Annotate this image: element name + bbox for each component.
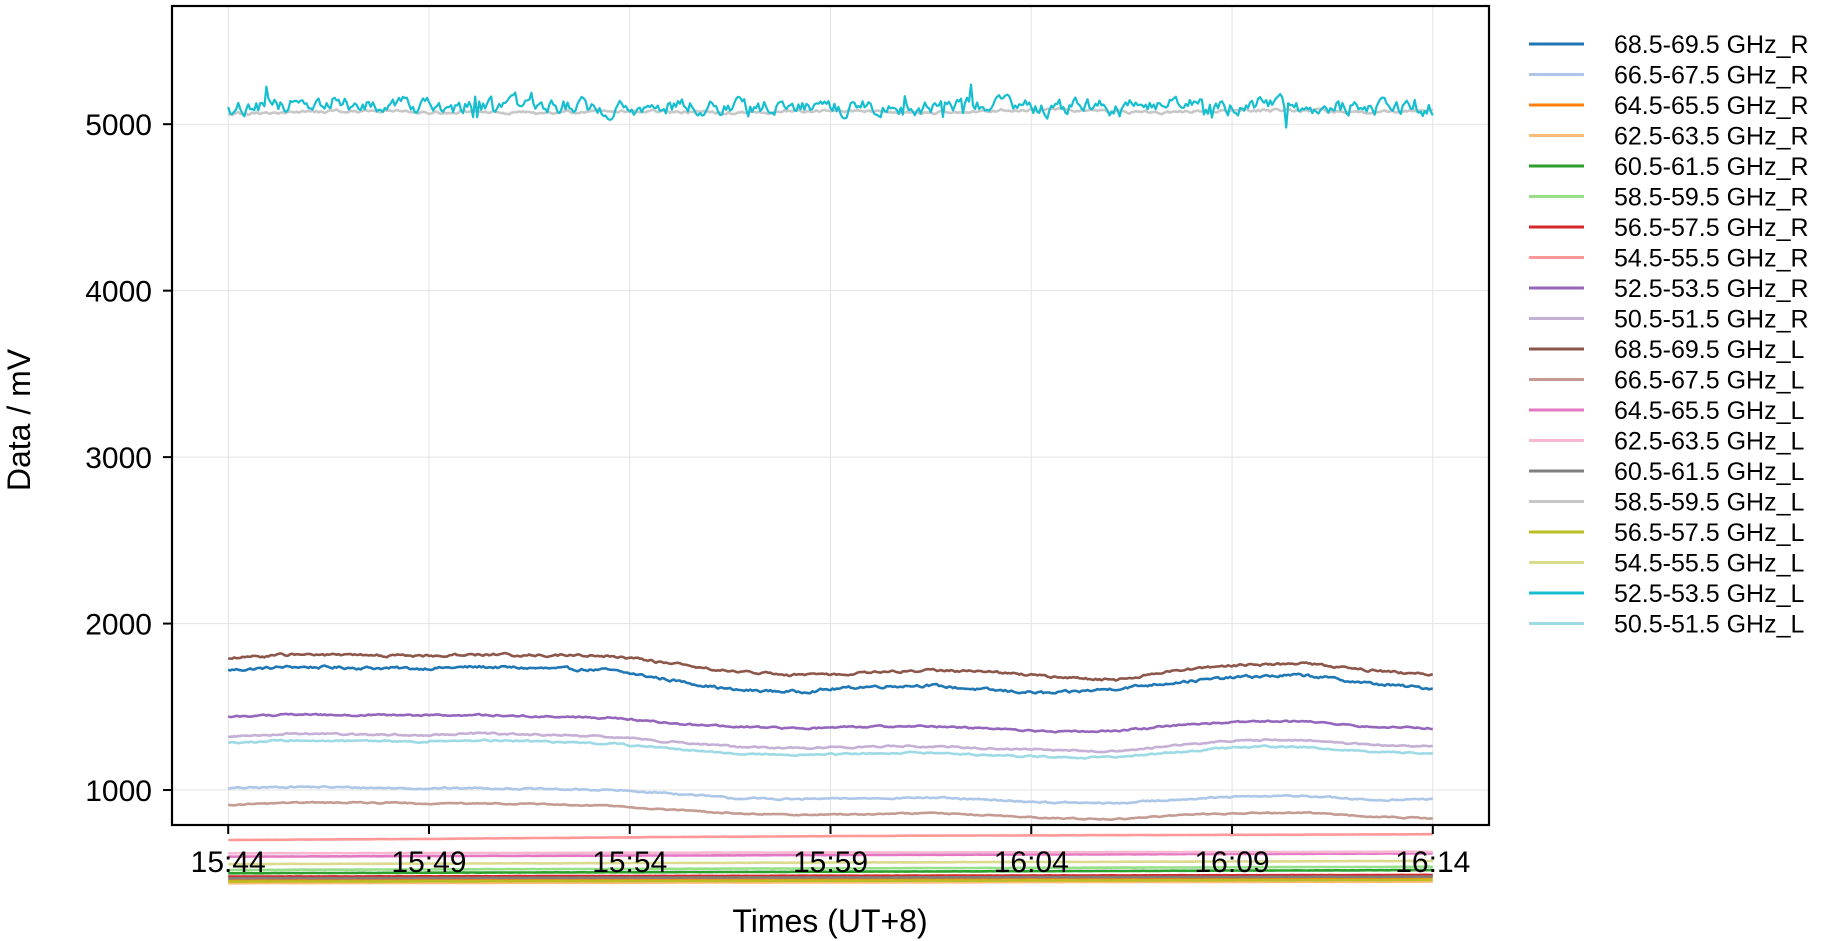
series-line	[227, 83, 1434, 129]
y-tick-label: 4000	[85, 276, 152, 309]
legend-label: 56.5-57.5 GHz_L	[1614, 519, 1804, 547]
legend-label: 68.5-69.5 GHz_L	[1614, 336, 1804, 364]
x-tick-label: 15:44	[191, 846, 266, 879]
legend: 68.5-69.5 GHz_R66.5-67.5 GHz_R64.5-65.5 …	[1529, 31, 1809, 639]
series-line	[228, 873, 1433, 878]
x-tick-label: 15:59	[793, 846, 868, 879]
legend-label: 64.5-65.5 GHz_L	[1614, 397, 1804, 425]
series-line	[228, 850, 1433, 855]
series-line	[228, 651, 1433, 682]
series-line	[228, 878, 1433, 883]
series-line	[227, 731, 1433, 754]
series-line	[227, 712, 1433, 734]
series-line	[228, 852, 1433, 858]
series-line	[227, 738, 1434, 760]
series-line	[227, 800, 1434, 821]
legend-label: 60.5-61.5 GHz_R	[1614, 153, 1809, 181]
legend-label: 54.5-55.5 GHz_L	[1614, 550, 1804, 578]
y-tick-label: 2000	[85, 609, 152, 642]
legend-label: 60.5-61.5 GHz_L	[1614, 458, 1804, 486]
legend-label: 58.5-59.5 GHz_R	[1614, 184, 1809, 212]
legend-label: 50.5-51.5 GHz_L	[1614, 611, 1804, 639]
legend-label: 58.5-59.5 GHz_L	[1614, 489, 1804, 517]
x-tick-label: 16:04	[994, 846, 1069, 879]
series-line	[228, 880, 1433, 885]
legend-label: 52.5-53.5 GHz_R	[1614, 275, 1809, 303]
x-axis-title: Times (UT+8)	[732, 903, 927, 939]
grid-lines	[172, 6, 1489, 825]
x-tick-label: 16:09	[1194, 846, 1269, 879]
series-line	[227, 664, 1433, 695]
series-line	[228, 865, 1433, 872]
legend-label: 50.5-51.5 GHz_R	[1614, 306, 1809, 334]
series-line	[228, 875, 1433, 880]
legend-label: 68.5-69.5 GHz_R	[1614, 31, 1809, 59]
y-axis-title: Data / mV	[1, 348, 37, 491]
series-line	[228, 859, 1433, 866]
x-tick-label: 16:14	[1395, 846, 1470, 879]
y-tick-label: 5000	[85, 109, 152, 142]
legend-label: 56.5-57.5 GHz_R	[1614, 214, 1809, 242]
series-line	[228, 868, 1433, 875]
y-tick-label: 3000	[85, 442, 152, 475]
x-tick-label: 15:49	[391, 846, 466, 879]
series-line	[228, 832, 1433, 842]
legend-label: 66.5-67.5 GHz_L	[1614, 367, 1804, 395]
y-tick-label: 1000	[85, 775, 152, 808]
x-axis: 15:44 15:49 15:54 15:59 16:04 16:09 16:14	[191, 825, 1470, 879]
plot-series-group	[227, 83, 1434, 885]
legend-label: 54.5-55.5 GHz_R	[1614, 245, 1809, 273]
legend-label: 64.5-65.5 GHz_R	[1614, 92, 1809, 120]
series-line	[227, 785, 1433, 805]
legend-label: 62.5-63.5 GHz_L	[1614, 428, 1804, 456]
y-axis: 1000 2000 3000 4000 5000	[85, 109, 172, 808]
x-tick-label: 15:54	[592, 846, 667, 879]
legend-label: 52.5-53.5 GHz_L	[1614, 580, 1804, 608]
legend-label: 62.5-63.5 GHz_R	[1614, 123, 1809, 151]
legend-label: 66.5-67.5 GHz_R	[1614, 62, 1809, 90]
